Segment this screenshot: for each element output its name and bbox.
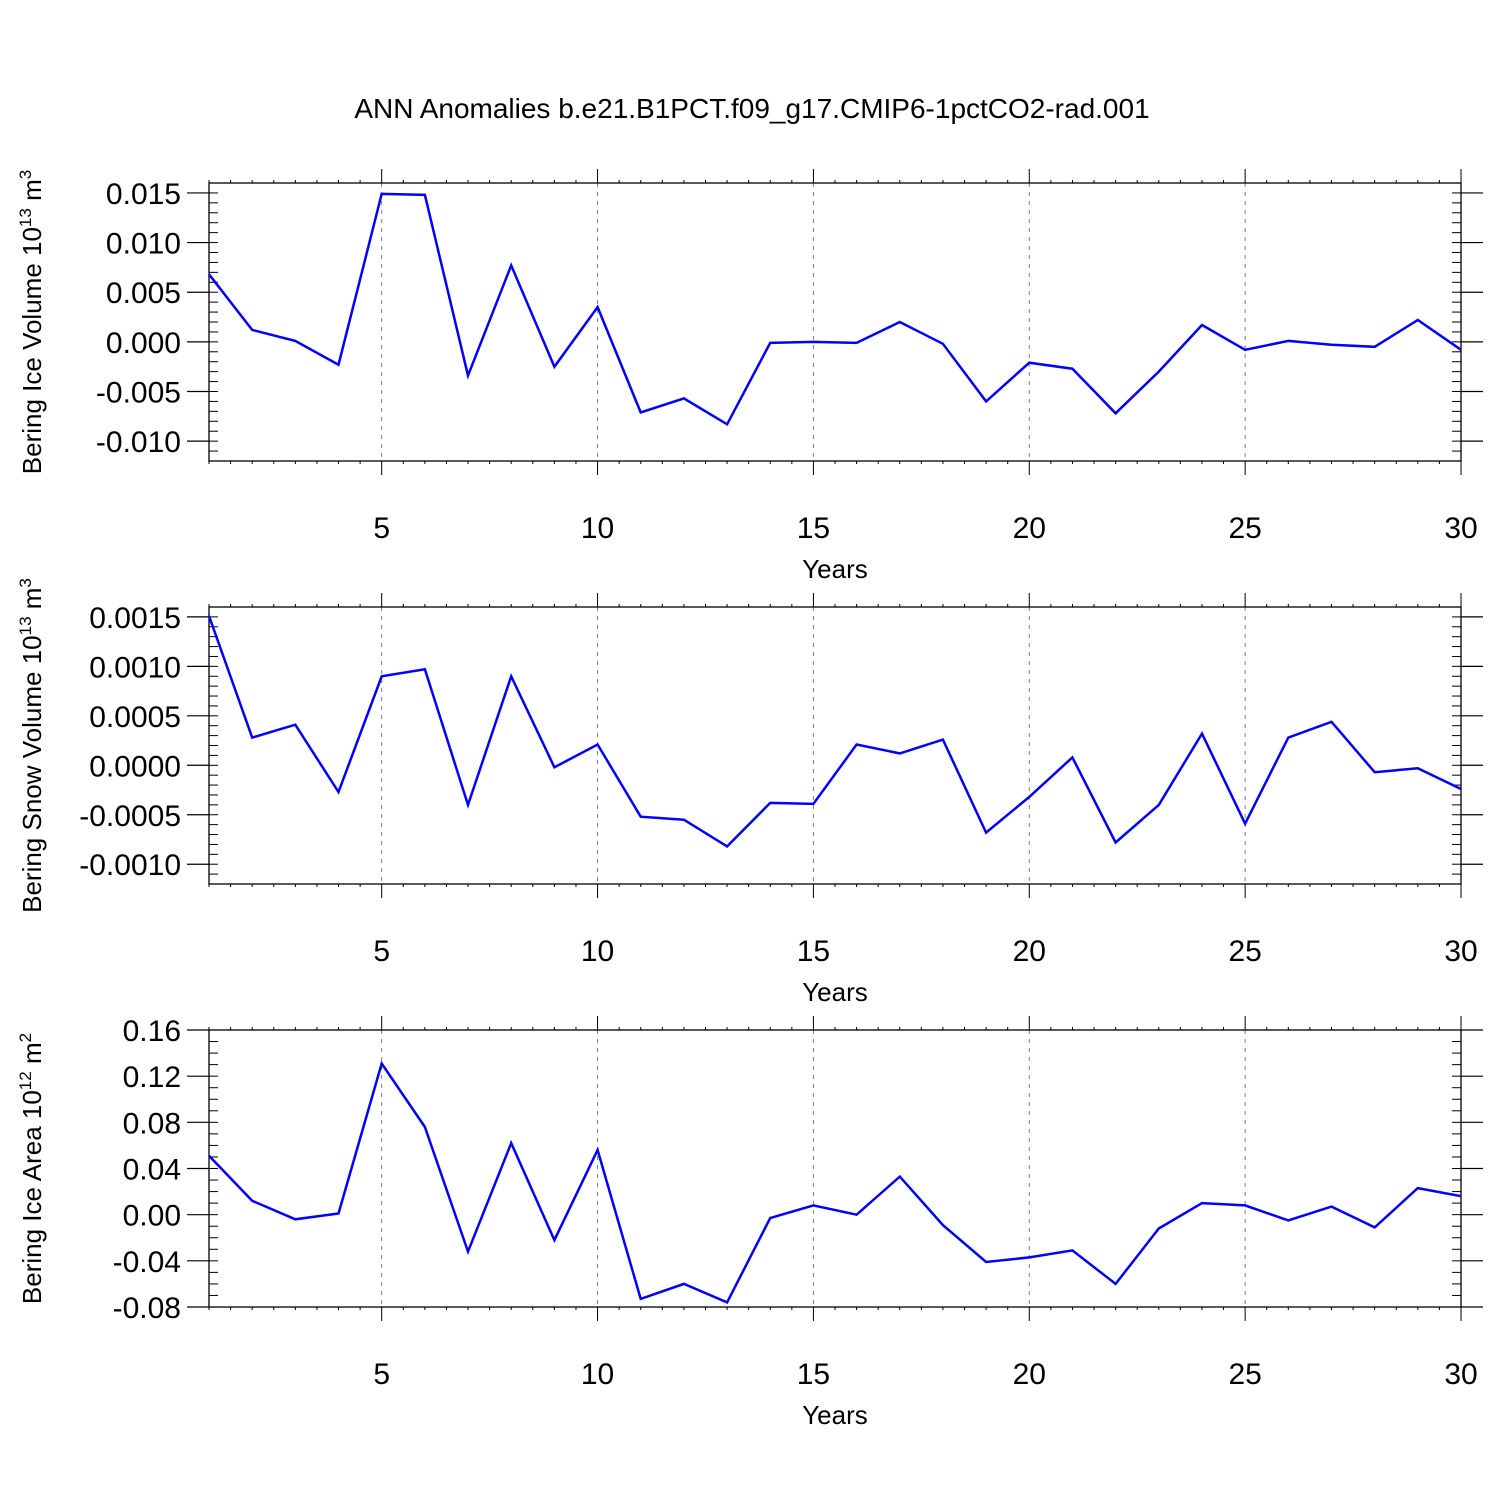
x-tick-label: 15	[797, 935, 830, 968]
y-axis-label: Bering Ice Area 1012 m2	[16, 1033, 47, 1304]
y-tick-label: 0.12	[123, 1061, 181, 1094]
x-tick-label: 5	[373, 1358, 390, 1391]
x-tick-label: 30	[1444, 512, 1477, 545]
x-tick-label: 20	[1013, 512, 1046, 545]
x-tick-label: 30	[1444, 935, 1477, 968]
plot-frame	[208, 1029, 1462, 1308]
x-tick-label: 25	[1228, 512, 1261, 545]
y-tick-label: 0.16	[123, 1015, 181, 1048]
series-line	[208, 1060, 1462, 1305]
x-tick-label: 10	[581, 512, 614, 545]
x-tick-label: 20	[1013, 935, 1046, 968]
x-axis-label: Years	[802, 554, 868, 584]
y-tick-label: 0.0005	[89, 701, 181, 734]
y-tick-label: -0.0005	[79, 800, 181, 833]
y-tick-label: -0.010	[96, 426, 181, 459]
y-tick-label: 0.00	[123, 1200, 181, 1233]
x-tick-label: 5	[373, 512, 390, 545]
plot-frame	[208, 182, 1462, 462]
x-tick-label: 25	[1228, 935, 1261, 968]
x-tick-label: 5	[373, 935, 390, 968]
plot-frame	[208, 606, 1462, 885]
y-tick-label: -0.08	[113, 1292, 181, 1325]
y-tick-label: -0.04	[113, 1246, 181, 1279]
y-tick-label: 0.0010	[89, 651, 181, 684]
x-tick-label: 20	[1013, 1358, 1046, 1391]
x-tick-label: 10	[581, 935, 614, 968]
y-tick-label: 0.0000	[89, 750, 181, 783]
y-tick-label: 0.015	[106, 178, 181, 211]
y-tick-label: 0.04	[123, 1154, 181, 1187]
y-axis-label: Bering Ice Volume 1013 m3	[16, 170, 47, 474]
y-axis-label: Bering Snow Volume 1013 m3	[16, 578, 47, 913]
x-axis-label: Years	[802, 1400, 868, 1430]
x-tick-label: 15	[797, 512, 830, 545]
y-tick-label: 0.005	[106, 277, 181, 310]
x-axis-label: Years	[802, 977, 868, 1007]
y-tick-label: -0.005	[96, 377, 181, 410]
x-tick-label: 30	[1444, 1358, 1477, 1391]
chart-panel-3: -0.08 -0.04 0.00 0.04 0.08 0.12 0.16 5 10 15 20 25 3…	[16, 1015, 1483, 1430]
y-tick-label: 0.010	[106, 228, 181, 261]
chart-panel-1: -0.010 -0.005 0.000 0.005 0.010 0.015 5 10 15 20 2…	[16, 169, 1483, 584]
x-tick-label: 15	[797, 1358, 830, 1391]
x-tick-label: 25	[1228, 1358, 1261, 1391]
x-tick-label: 10	[581, 1358, 614, 1391]
y-tick-label: 0.08	[123, 1107, 181, 1140]
y-tick-label: -0.0010	[79, 849, 181, 882]
chart-panel-2: -0.0010 -0.0005 0.0000 0.0005 0.0010 0.0015 5 1…	[16, 578, 1483, 1007]
y-tick-label: 0.0015	[89, 602, 181, 635]
series-line	[207, 615, 1462, 848]
y-tick-label: 0.000	[106, 327, 181, 360]
series-line	[208, 192, 1462, 427]
figure-title: ANN Anomalies b.e21.B1PCT.f09_g17.CMIP6-…	[354, 93, 1149, 124]
